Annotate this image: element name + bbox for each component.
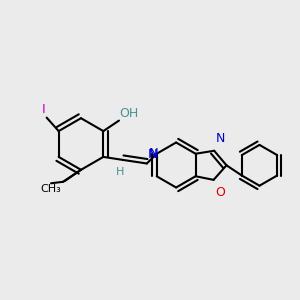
Text: OH: OH bbox=[119, 107, 139, 120]
Text: N: N bbox=[216, 132, 225, 146]
Text: N: N bbox=[148, 147, 158, 160]
Text: CH₃: CH₃ bbox=[41, 184, 62, 194]
Text: I: I bbox=[42, 103, 46, 116]
Text: O: O bbox=[215, 186, 225, 199]
Text: H: H bbox=[116, 167, 124, 177]
Text: N: N bbox=[148, 148, 158, 161]
